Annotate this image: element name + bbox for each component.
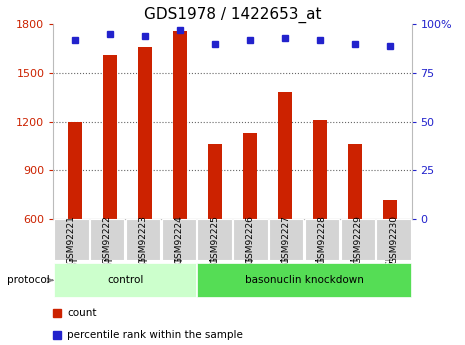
Text: basonuclin knockdown: basonuclin knockdown xyxy=(245,275,364,285)
Text: GSM92228: GSM92228 xyxy=(318,215,326,264)
Text: GSM92223: GSM92223 xyxy=(139,215,147,264)
Bar xyxy=(208,144,222,317)
Bar xyxy=(384,199,398,317)
Bar xyxy=(243,133,257,317)
Bar xyxy=(377,219,411,260)
Text: control: control xyxy=(107,275,143,285)
Bar xyxy=(138,47,152,317)
Bar xyxy=(233,219,267,260)
Bar xyxy=(173,31,187,317)
Bar xyxy=(305,219,339,260)
Bar xyxy=(269,219,303,260)
Bar xyxy=(103,55,117,317)
Text: GSM92225: GSM92225 xyxy=(210,215,219,264)
Text: GSM92221: GSM92221 xyxy=(67,215,76,264)
Bar xyxy=(126,219,160,260)
Text: GSM92229: GSM92229 xyxy=(353,215,362,264)
Bar xyxy=(54,263,196,297)
Title: GDS1978 / 1422653_at: GDS1978 / 1422653_at xyxy=(144,7,321,23)
Bar xyxy=(54,219,88,260)
Bar xyxy=(348,144,362,317)
Text: GSM92224: GSM92224 xyxy=(174,215,183,264)
Bar xyxy=(162,219,196,260)
Text: protocol: protocol xyxy=(7,275,53,285)
Text: GSM92230: GSM92230 xyxy=(389,215,398,264)
Text: GSM92222: GSM92222 xyxy=(103,215,112,264)
Bar xyxy=(278,92,292,317)
Bar xyxy=(341,219,375,260)
Bar xyxy=(197,263,411,297)
Text: percentile rank within the sample: percentile rank within the sample xyxy=(67,330,243,340)
Bar xyxy=(90,219,124,260)
Text: GSM92226: GSM92226 xyxy=(246,215,255,264)
Text: count: count xyxy=(67,308,96,318)
Bar xyxy=(313,120,327,317)
Text: GSM92227: GSM92227 xyxy=(282,215,291,264)
Bar xyxy=(198,219,232,260)
Bar xyxy=(67,122,81,317)
